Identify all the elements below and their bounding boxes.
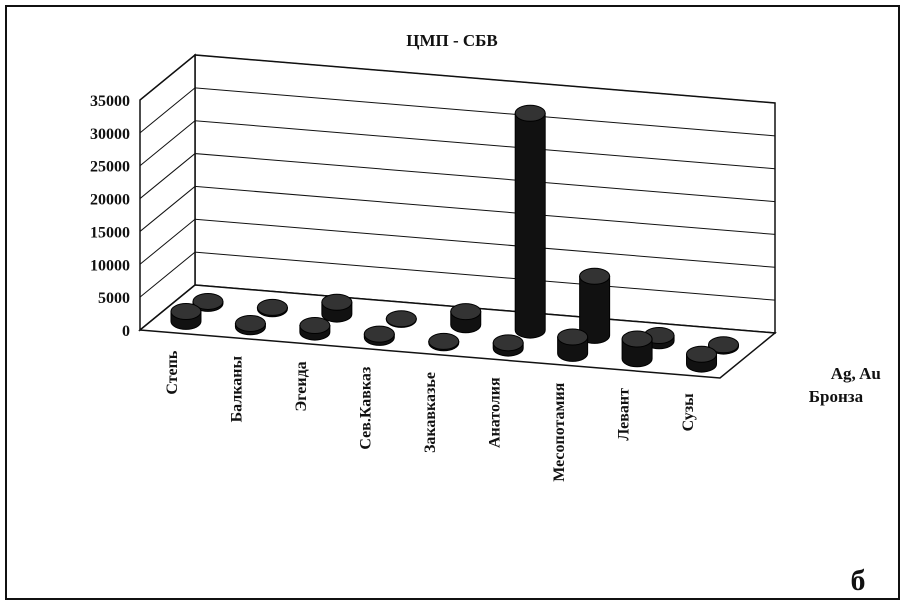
- cylinder-top: [492, 334, 524, 352]
- grid-line: [139, 153, 776, 203]
- x-tick-label: Балканы: [229, 356, 246, 423]
- cylinder-top: [686, 345, 718, 363]
- side-wall: [139, 53, 196, 332]
- grid-line: [139, 120, 776, 170]
- chart-title: ЦМП - СБВ: [406, 31, 498, 50]
- cylinder-top: [450, 303, 482, 321]
- y-tick-label: 20000: [90, 192, 130, 209]
- y-tick-label: 0: [122, 323, 130, 340]
- cylinder-top: [192, 292, 224, 310]
- cylinder-top: [428, 332, 460, 350]
- x-tick-label: Левант: [615, 388, 632, 441]
- grid-line: [139, 218, 776, 268]
- y-tick-label: 25000: [90, 159, 130, 176]
- y-tick-label: 10000: [90, 257, 130, 274]
- legend-label: Бронза: [809, 387, 864, 406]
- legend-label: Ag, Au: [831, 364, 881, 383]
- cylinder-top: [385, 310, 417, 328]
- cylinder-top: [321, 293, 353, 311]
- cylinder-top: [708, 336, 740, 354]
- x-tick-label: Закавказье: [422, 372, 439, 453]
- x-tick-label: Сев.Кавказ: [358, 366, 375, 450]
- y-tick-label: 35000: [90, 93, 130, 110]
- x-tick-label: Степь: [164, 350, 181, 395]
- x-tick-label: Анатолия: [486, 377, 503, 448]
- grid-line: [139, 87, 776, 137]
- cylinder-top: [514, 104, 546, 122]
- cylinder-top: [621, 330, 653, 348]
- cylinder-top: [299, 317, 331, 335]
- grid-line: [139, 54, 776, 104]
- x-tick-label: Эгеида: [293, 361, 310, 411]
- cylinder-top: [363, 325, 395, 343]
- y-tick-label: 5000: [98, 290, 130, 307]
- y-tick-label: 15000: [90, 224, 130, 241]
- panel-label: б: [851, 564, 866, 597]
- cylinder-top: [579, 267, 611, 285]
- cylinder-top: [234, 314, 266, 332]
- x-tick-label: Сузы: [680, 393, 697, 432]
- cylinder-top: [256, 298, 288, 316]
- cylinder-top: [170, 303, 202, 321]
- cylinder: [514, 112, 546, 339]
- y-tick-label: 30000: [90, 126, 130, 143]
- cylinder-top: [557, 328, 589, 346]
- grid-line: [139, 185, 776, 235]
- x-tick-label: Месопотамия: [551, 382, 568, 481]
